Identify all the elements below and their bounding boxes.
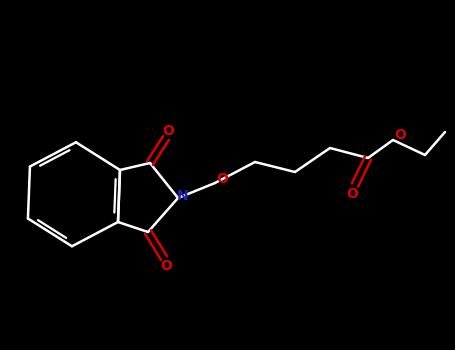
Text: O: O (162, 124, 174, 138)
Text: N: N (177, 189, 189, 203)
Text: O: O (346, 187, 358, 201)
Text: O: O (216, 172, 228, 186)
Text: O: O (394, 128, 406, 142)
Text: O: O (160, 259, 172, 273)
